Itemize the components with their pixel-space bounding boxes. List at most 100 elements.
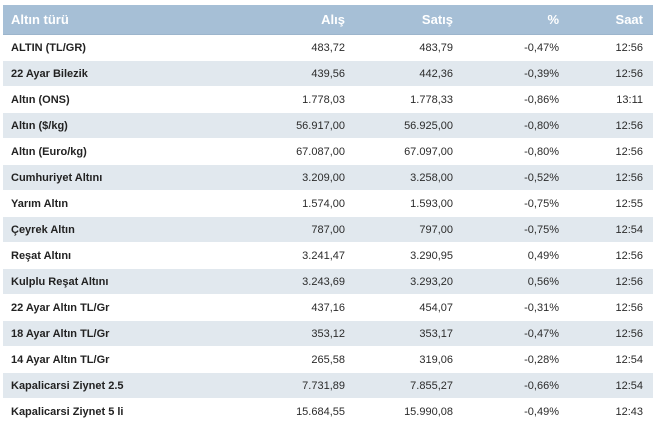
- table-row[interactable]: 14 Ayar Altın TL/Gr 265,58 319,06 -0,28% 12:…: [3, 346, 653, 373]
- cell-change: -0,86%: [461, 86, 567, 113]
- table-header: Altın türü Alış Satış % Saat: [3, 5, 653, 35]
- cell-change: -0,75%: [461, 216, 567, 243]
- cell-buy: 3.243,69: [183, 268, 353, 295]
- cell-name: Cumhuriyet Altını: [3, 164, 183, 191]
- cell-name: 22 Ayar Bilezik: [3, 60, 183, 87]
- header-row: Altın türü Alış Satış % Saat: [3, 5, 653, 35]
- table-row[interactable]: 18 Ayar Altın TL/Gr 353,12 353,17 -0,47% 12:…: [3, 320, 653, 347]
- cell-time: 12:56: [567, 242, 653, 269]
- cell-name: Reşat Altını: [3, 242, 183, 269]
- cell-name: 22 Ayar Altın TL/Gr: [3, 294, 183, 321]
- cell-name: Kapalicarsi Ziynet 2.5: [3, 372, 183, 399]
- cell-sell: 7.855,27: [353, 372, 461, 399]
- cell-buy: 353,12: [183, 320, 353, 347]
- cell-time: 12:56: [567, 294, 653, 321]
- cell-time: 12:56: [567, 164, 653, 191]
- cell-sell: 1.778,33: [353, 86, 461, 113]
- cell-name: 18 Ayar Altın TL/Gr: [3, 320, 183, 347]
- cell-change: -0,47%: [461, 320, 567, 347]
- cell-sell: 353,17: [353, 320, 461, 347]
- cell-change: 0,56%: [461, 268, 567, 295]
- cell-name: Kulplu Reşat Altını: [3, 268, 183, 295]
- table-row[interactable]: Çeyrek Altın 787,00 797,00 -0,75% 12:54: [3, 216, 653, 243]
- cell-change: -0,80%: [461, 112, 567, 139]
- table-row[interactable]: Cumhuriyet Altını 3.209,00 3.258,00 -0,52% 1…: [3, 164, 653, 191]
- cell-buy: 7.731,89: [183, 372, 353, 399]
- header-sell[interactable]: Satış: [353, 5, 461, 35]
- table-row[interactable]: Altın (Euro/kg) 67.087,00 67.097,00 -0,80% 1…: [3, 138, 653, 165]
- cell-buy: 67.087,00: [183, 138, 353, 165]
- cell-change: -0,47%: [461, 34, 567, 61]
- cell-sell: 1.593,00: [353, 190, 461, 217]
- cell-change: -0,39%: [461, 60, 567, 87]
- cell-name: Altın (Euro/kg): [3, 138, 183, 165]
- cell-buy: 3.209,00: [183, 164, 353, 191]
- cell-time: 12:43: [567, 398, 653, 425]
- cell-buy: 787,00: [183, 216, 353, 243]
- cell-sell: 319,06: [353, 346, 461, 373]
- cell-change: -0,28%: [461, 346, 567, 373]
- cell-buy: 3.241,47: [183, 242, 353, 269]
- cell-change: -0,52%: [461, 164, 567, 191]
- header-pct[interactable]: %: [461, 5, 567, 35]
- cell-buy: 56.917,00: [183, 112, 353, 139]
- table-row[interactable]: Altın ($/kg) 56.917,00 56.925,00 -0,80% 12:5…: [3, 112, 653, 139]
- cell-name: Çeyrek Altın: [3, 216, 183, 243]
- cell-time: 12:56: [567, 112, 653, 139]
- cell-sell: 56.925,00: [353, 112, 461, 139]
- cell-sell: 442,36: [353, 60, 461, 87]
- table-row[interactable]: Kapalicarsi Ziynet 5 li 15.684,55 15.990,0…: [3, 398, 653, 425]
- cell-change: -0,75%: [461, 190, 567, 217]
- cell-time: 12:56: [567, 34, 653, 61]
- cell-change: -0,66%: [461, 372, 567, 399]
- cell-time: 13:11: [567, 86, 653, 113]
- cell-time: 12:56: [567, 60, 653, 87]
- cell-change: 0,49%: [461, 242, 567, 269]
- cell-sell: 3.258,00: [353, 164, 461, 191]
- cell-sell: 797,00: [353, 216, 461, 243]
- table-body: ALTIN (TL/GR) 483,72 483,79 -0,47% 12:56 22 A…: [3, 34, 653, 425]
- cell-sell: 454,07: [353, 294, 461, 321]
- cell-change: -0,31%: [461, 294, 567, 321]
- cell-time: 12:56: [567, 268, 653, 295]
- cell-time: 12:56: [567, 320, 653, 347]
- cell-time: 12:54: [567, 372, 653, 399]
- cell-buy: 483,72: [183, 34, 353, 61]
- cell-sell: 483,79: [353, 34, 461, 61]
- header-time[interactable]: Saat: [567, 5, 653, 35]
- cell-buy: 15.684,55: [183, 398, 353, 425]
- header-buy[interactable]: Alış: [183, 5, 353, 35]
- header-name[interactable]: Altın türü: [3, 5, 183, 35]
- cell-time: 12:55: [567, 190, 653, 217]
- cell-buy: 265,58: [183, 346, 353, 373]
- cell-name: ALTIN (TL/GR): [3, 34, 183, 61]
- cell-buy: 439,56: [183, 60, 353, 87]
- table-row[interactable]: Yarım Altın 1.574,00 1.593,00 -0,75% 12:55: [3, 190, 653, 217]
- table-row[interactable]: Kulplu Reşat Altını 3.243,69 3.293,20 0,56%…: [3, 268, 653, 295]
- table-row[interactable]: Reşat Altını 3.241,47 3.290,95 0,49% 12:56: [3, 242, 653, 269]
- cell-time: 12:56: [567, 138, 653, 165]
- gold-prices-table: Altın türü Alış Satış % Saat ALTIN (TL/G…: [3, 5, 653, 425]
- cell-name: 14 Ayar Altın TL/Gr: [3, 346, 183, 373]
- cell-change: -0,49%: [461, 398, 567, 425]
- cell-time: 12:54: [567, 346, 653, 373]
- cell-sell: 15.990,08: [353, 398, 461, 425]
- cell-buy: 1.778,03: [183, 86, 353, 113]
- table-row[interactable]: 22 Ayar Altın TL/Gr 437,16 454,07 -0,31% 12:…: [3, 294, 653, 321]
- cell-time: 12:54: [567, 216, 653, 243]
- cell-name: Altın ($/kg): [3, 112, 183, 139]
- cell-buy: 1.574,00: [183, 190, 353, 217]
- cell-sell: 67.097,00: [353, 138, 461, 165]
- table-row[interactable]: ALTIN (TL/GR) 483,72 483,79 -0,47% 12:56: [3, 34, 653, 61]
- cell-sell: 3.293,20: [353, 268, 461, 295]
- cell-name: Yarım Altın: [3, 190, 183, 217]
- table-row[interactable]: Kapalicarsi Ziynet 2.5 7.731,89 7.855,27 -0…: [3, 372, 653, 399]
- cell-change: -0,80%: [461, 138, 567, 165]
- cell-buy: 437,16: [183, 294, 353, 321]
- table-row[interactable]: 22 Ayar Bilezik 439,56 442,36 -0,39% 12:56: [3, 60, 653, 87]
- cell-name: Kapalicarsi Ziynet 5 li: [3, 398, 183, 425]
- cell-sell: 3.290,95: [353, 242, 461, 269]
- cell-name: Altın (ONS): [3, 86, 183, 113]
- table-row[interactable]: Altın (ONS) 1.778,03 1.778,33 -0,86% 13:11: [3, 86, 653, 113]
